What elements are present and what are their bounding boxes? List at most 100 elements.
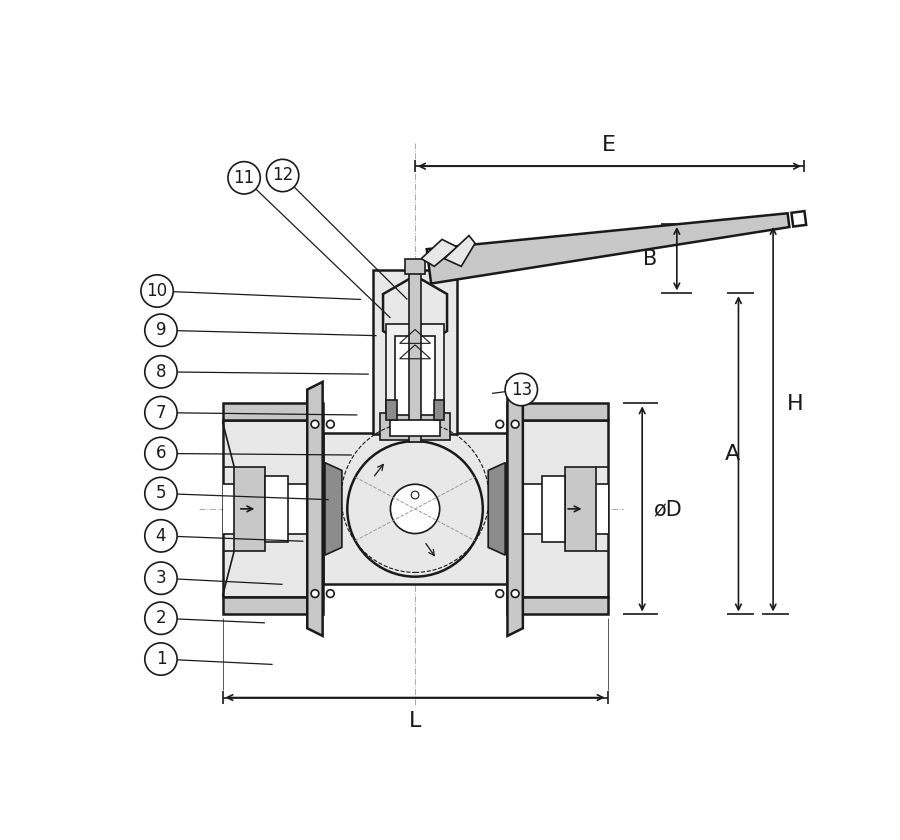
Bar [322, 262, 357, 297]
Bar [357, 643, 392, 679]
Bar [565, 609, 599, 643]
Bar [184, 539, 219, 575]
Bar [496, 713, 531, 748]
Bar [254, 297, 288, 332]
Circle shape [327, 590, 334, 597]
Bar [427, 262, 461, 297]
Bar [222, 484, 323, 533]
Bar [669, 228, 704, 262]
Bar [704, 89, 738, 123]
Circle shape [496, 590, 504, 597]
Bar [184, 297, 219, 332]
Bar [322, 713, 357, 748]
Bar [496, 643, 531, 679]
Bar [234, 466, 265, 551]
Bar [669, 470, 704, 505]
Bar [184, 643, 219, 679]
Bar [496, 366, 531, 401]
Bar [634, 366, 669, 401]
Bar [409, 262, 421, 442]
Bar [254, 89, 288, 123]
Bar [599, 539, 634, 575]
Bar [357, 436, 392, 470]
Bar [392, 262, 427, 297]
Bar [669, 193, 704, 228]
Bar [704, 262, 738, 297]
Bar [219, 159, 254, 193]
Bar [322, 401, 357, 436]
Bar [395, 336, 435, 415]
Bar [530, 228, 565, 262]
Circle shape [505, 373, 537, 406]
Bar [357, 539, 392, 575]
Polygon shape [488, 463, 505, 555]
Bar [530, 470, 565, 505]
Bar [496, 575, 531, 609]
Bar [496, 159, 531, 193]
Bar [322, 297, 357, 332]
Bar [773, 89, 808, 123]
Bar [704, 575, 738, 609]
Bar [288, 366, 322, 401]
Bar [219, 401, 254, 436]
Bar [115, 713, 149, 748]
Circle shape [511, 420, 519, 428]
Bar [288, 470, 322, 505]
Bar [634, 539, 669, 575]
Bar [461, 193, 496, 228]
Bar [322, 575, 357, 609]
Bar [496, 123, 531, 159]
Bar [461, 332, 496, 366]
Bar [149, 539, 184, 575]
Bar [461, 609, 496, 643]
Circle shape [145, 643, 177, 675]
Bar [565, 123, 599, 159]
Bar [222, 403, 323, 420]
Bar [773, 366, 808, 401]
Bar [254, 332, 288, 366]
Bar [669, 436, 704, 470]
Bar [357, 575, 392, 609]
Bar [219, 436, 254, 470]
Text: A: A [724, 444, 740, 465]
Bar [669, 332, 704, 366]
Bar [219, 643, 254, 679]
Bar [115, 159, 149, 193]
Bar [599, 123, 634, 159]
Bar [115, 366, 149, 401]
Bar [219, 470, 254, 505]
Bar [634, 575, 669, 609]
Bar [392, 539, 427, 575]
Bar [634, 332, 669, 366]
Bar [288, 643, 322, 679]
Bar [184, 123, 219, 159]
Bar [219, 193, 254, 228]
Bar [149, 228, 184, 262]
Bar [738, 679, 773, 713]
Bar [254, 401, 288, 436]
Bar [288, 609, 322, 643]
Bar [704, 679, 738, 713]
Bar [704, 505, 738, 539]
Bar [149, 436, 184, 470]
Bar [184, 470, 219, 505]
Bar [392, 575, 427, 609]
Bar [461, 366, 496, 401]
Bar [391, 420, 440, 436]
Bar [149, 159, 184, 193]
Bar [738, 609, 773, 643]
Polygon shape [307, 382, 322, 636]
Bar [322, 436, 357, 470]
Bar [427, 401, 461, 436]
Bar [219, 228, 254, 262]
Bar [461, 123, 496, 159]
Bar [704, 436, 738, 470]
Bar [599, 262, 634, 297]
Bar [115, 575, 149, 609]
Bar [704, 193, 738, 228]
Bar [496, 297, 531, 332]
Bar [565, 470, 599, 505]
Bar [219, 123, 254, 159]
Bar [392, 123, 427, 159]
Bar [599, 713, 634, 748]
